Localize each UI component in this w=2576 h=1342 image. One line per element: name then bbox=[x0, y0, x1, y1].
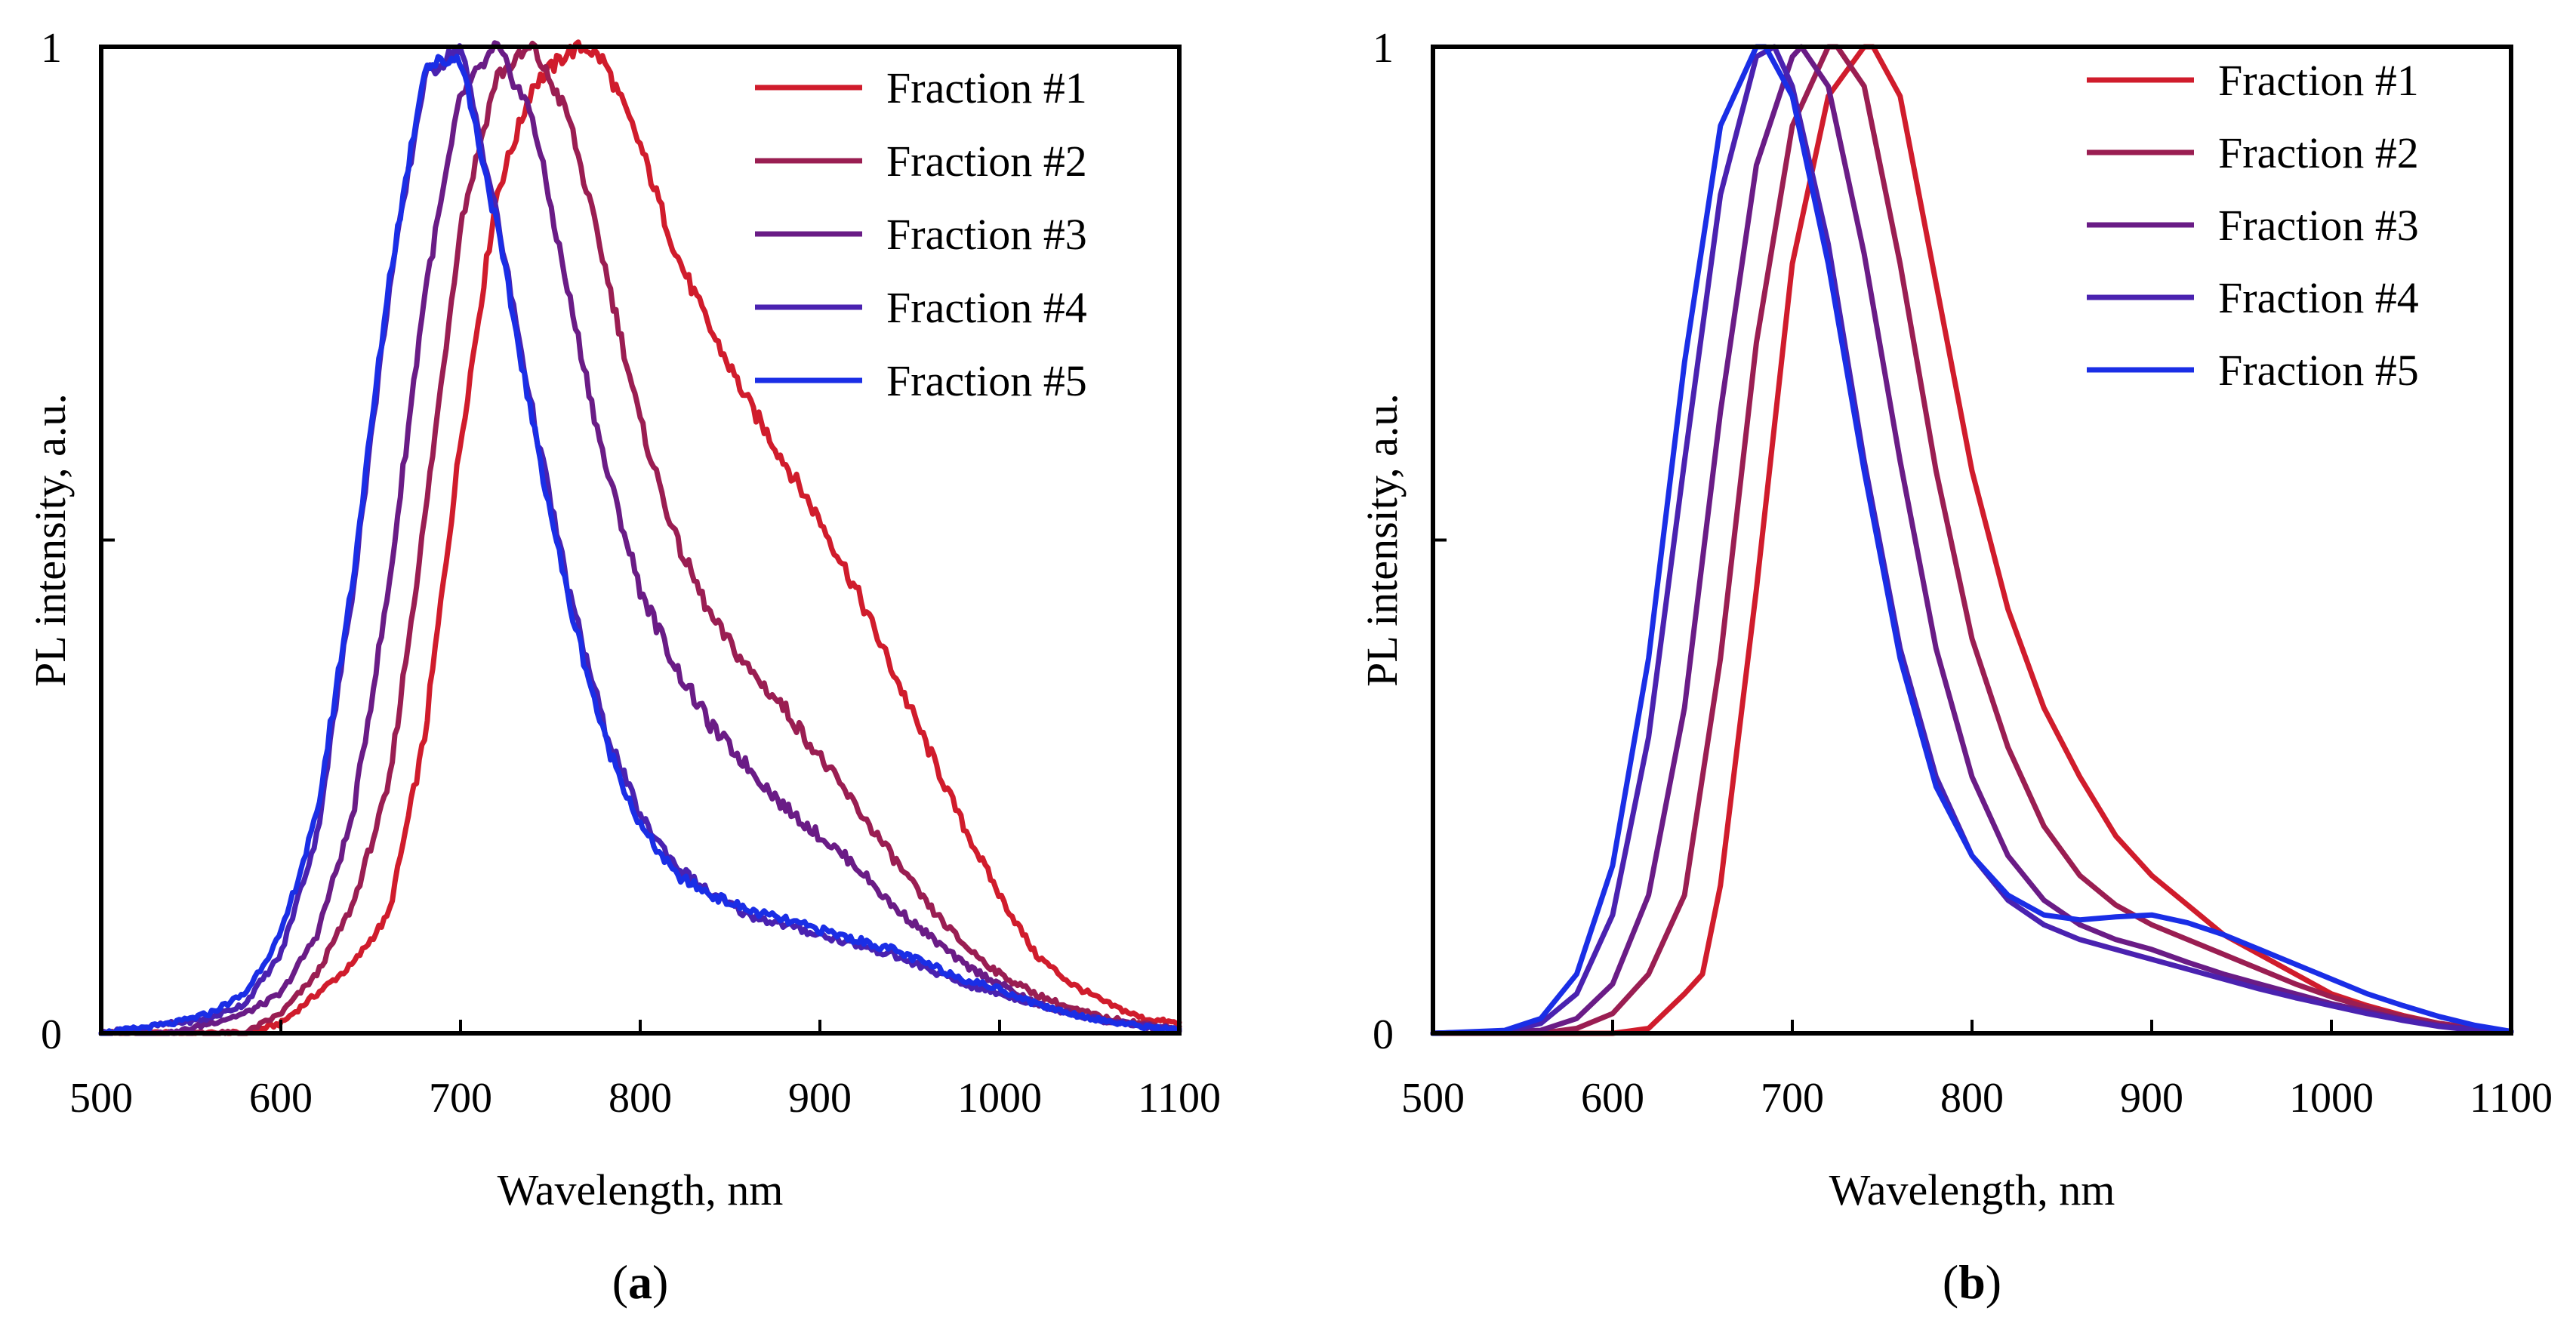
y-tick-label-a-0: 0 bbox=[41, 1011, 62, 1058]
x-tick-label-a-1100: 1100 bbox=[1138, 1075, 1221, 1122]
legend-label-b-5: Fraction #5 bbox=[2218, 346, 2419, 395]
series-layer-a bbox=[98, 39, 1182, 1036]
plot-frame-b bbox=[1431, 45, 2513, 1036]
series-line-a-5 bbox=[98, 54, 1182, 1036]
tick-layer-a: 500 600 700 800 900 1000 1100 0 1 bbox=[41, 25, 1221, 1122]
legend-a: Fraction #1 Fraction #2 Fraction #3 Fractio… bbox=[755, 63, 1087, 405]
series-line-a-4 bbox=[98, 43, 1182, 1036]
x-tick-label-b-700: 700 bbox=[1761, 1075, 1824, 1122]
x-tick-label-a-500: 500 bbox=[69, 1075, 133, 1122]
x-tick-label-b-1100: 1100 bbox=[2470, 1075, 2553, 1122]
plot-frame-a bbox=[99, 45, 1182, 1036]
series-line-b-2 bbox=[1430, 44, 2514, 1036]
x-axis-title-a: Wavelength, nm bbox=[498, 1165, 784, 1214]
x-tick-label-b-1000: 1000 bbox=[2289, 1075, 2374, 1122]
series-line-a-3 bbox=[98, 40, 1182, 1036]
y-tick-label-b-1: 1 bbox=[1373, 25, 1394, 72]
panel-label-a-close: ) bbox=[652, 1255, 668, 1309]
y-tick-label-a-1: 1 bbox=[41, 25, 62, 72]
panel-a: 500 600 700 800 900 1000 1100 0 1 Wavelength, nm… bbox=[26, 25, 1221, 1309]
legend-label-a-3: Fraction #3 bbox=[886, 210, 1087, 259]
legend-label-b-2: Fraction #2 bbox=[2218, 128, 2419, 177]
series-line-b-5 bbox=[1430, 44, 2514, 1036]
x-tick-label-b-500: 500 bbox=[1401, 1075, 1465, 1122]
panel-label-b: (b) bbox=[1943, 1255, 2001, 1309]
panel-label-b-open: ( bbox=[1943, 1255, 1958, 1309]
legend-label-a-1: Fraction #1 bbox=[886, 63, 1087, 112]
panel-label-a-letter: a bbox=[628, 1255, 652, 1309]
series-layer-b bbox=[1430, 44, 2514, 1036]
legend-label-b-4: Fraction #4 bbox=[2218, 273, 2419, 322]
x-axis-title-b: Wavelength, nm bbox=[1829, 1165, 2115, 1214]
series-line-a-1 bbox=[98, 39, 1182, 1036]
x-tick-label-b-600: 600 bbox=[1581, 1075, 1644, 1122]
x-tick-label-a-800: 800 bbox=[609, 1075, 672, 1122]
tick-layer-b: 500 600 700 800 900 1000 1100 0 1 bbox=[1373, 25, 2553, 1122]
y-axis-title-a: PL intensity, a.u. bbox=[26, 393, 75, 687]
panel-label-a: (a) bbox=[612, 1255, 669, 1309]
series-line-a-2 bbox=[98, 40, 1182, 1036]
x-tick-label-a-1000: 1000 bbox=[957, 1075, 1042, 1122]
y-axis-title-b: PL intensity, a.u. bbox=[1357, 393, 1407, 687]
legend-label-a-2: Fraction #2 bbox=[886, 137, 1087, 186]
series-line-b-4 bbox=[1430, 44, 2514, 1036]
panel-label-b-letter: b bbox=[1958, 1255, 1986, 1309]
legend-label-a-4: Fraction #4 bbox=[886, 283, 1087, 332]
y-tick-label-b-0: 0 bbox=[1373, 1011, 1394, 1058]
panel-b: 500 600 700 800 900 1000 1100 0 1 Wavelength, nm… bbox=[1357, 25, 2553, 1309]
x-tick-label-b-900: 900 bbox=[2120, 1075, 2183, 1122]
panel-label-a-open: ( bbox=[612, 1255, 628, 1309]
legend-label-b-3: Fraction #3 bbox=[2218, 201, 2419, 250]
x-tick-label-a-700: 700 bbox=[429, 1075, 492, 1122]
series-line-b-1 bbox=[1430, 44, 2514, 1036]
legend-label-b-1: Fraction #1 bbox=[2218, 56, 2419, 105]
x-tick-label-a-600: 600 bbox=[249, 1075, 313, 1122]
panel-label-b-close: ) bbox=[1986, 1255, 2001, 1309]
x-tick-label-a-900: 900 bbox=[788, 1075, 852, 1122]
x-tick-label-b-800: 800 bbox=[1940, 1075, 2004, 1122]
legend-label-a-5: Fraction #5 bbox=[886, 356, 1087, 405]
series-line-b-3 bbox=[1430, 44, 2514, 1036]
legend-b: Fraction #1 Fraction #2 Fraction #3 Fractio… bbox=[2087, 56, 2419, 395]
